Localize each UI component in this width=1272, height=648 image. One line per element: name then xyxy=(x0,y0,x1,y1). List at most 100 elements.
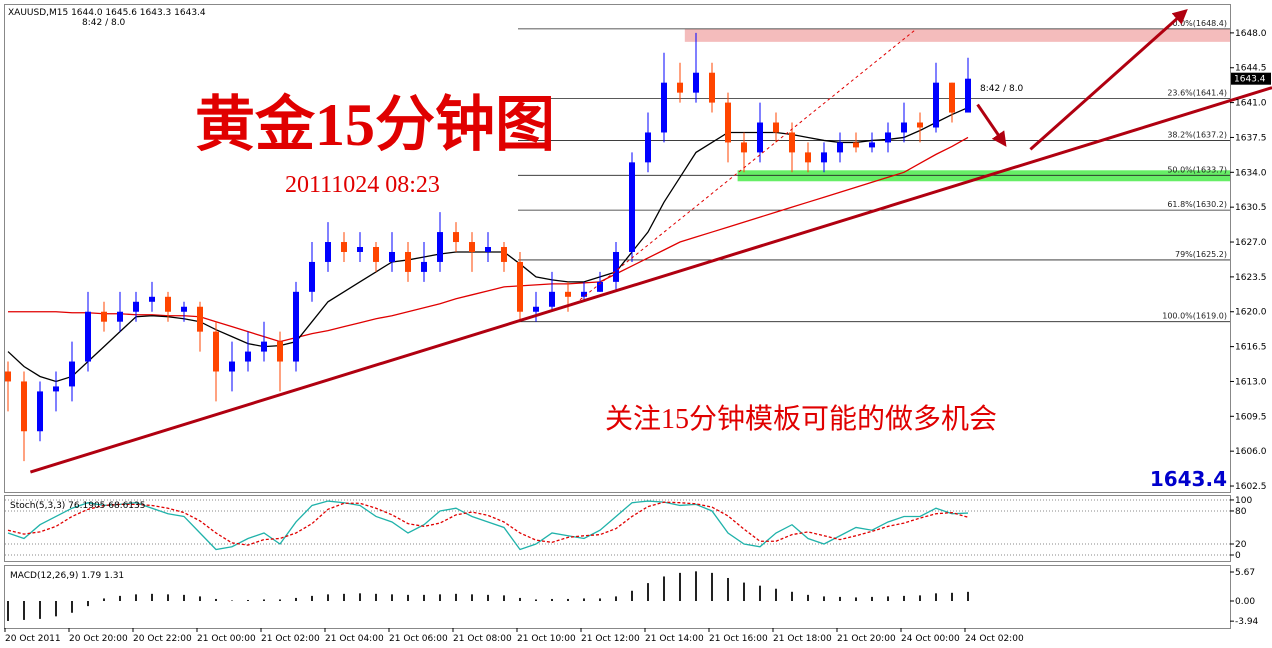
candle-body xyxy=(117,311,123,322)
macd-bar xyxy=(423,594,425,601)
y-tick-label: 1630.5 xyxy=(1235,203,1267,213)
y-tick-label: 1602.5 xyxy=(1235,482,1267,492)
macd-bar xyxy=(743,582,745,601)
candle-body xyxy=(549,291,555,307)
y-tick-label: 100 xyxy=(1235,496,1252,506)
x-tick-label: 21 Oct 14:00 xyxy=(645,634,704,644)
x-tick-label: 21 Oct 00:00 xyxy=(197,634,256,644)
stoch-title: Stoch(5,3,3) 76.1905 68.6135 xyxy=(10,501,145,511)
price-box xyxy=(1231,72,1271,85)
candle-body xyxy=(725,102,731,143)
plot-layer: 0.0%(1648.4) 23.6%(1641.4) 38.2%(1637.2) 50… xyxy=(4,8,1272,644)
y-tick-label: 0.00 xyxy=(1235,597,1255,607)
candle-body xyxy=(5,371,11,382)
macd-bar xyxy=(535,599,537,601)
candle-body xyxy=(885,132,891,143)
fib-label: 61.8%(1630.2) xyxy=(1167,200,1227,209)
candle-body xyxy=(485,247,491,252)
trendline xyxy=(29,86,1272,474)
candle-body xyxy=(757,122,763,153)
candle-body xyxy=(85,311,91,362)
x-tick-label: 21 Oct 02:00 xyxy=(261,634,320,644)
candle-body xyxy=(165,296,171,312)
macd-bar xyxy=(55,601,57,617)
fib-label: 50.0%(1633.7) xyxy=(1167,165,1227,174)
candle-body xyxy=(805,152,811,163)
candle-body xyxy=(533,306,539,312)
macd-bar xyxy=(903,595,905,601)
x-tick-label: 20 Oct 22:00 xyxy=(133,634,192,644)
candle-body xyxy=(245,351,251,362)
candle-body xyxy=(629,162,635,252)
y-tick-label: 1644.5 xyxy=(1235,64,1267,74)
candle-body xyxy=(581,291,587,297)
x-tick-label: 24 Oct 00:00 xyxy=(901,634,960,644)
candle-body xyxy=(229,361,235,372)
macd-bar xyxy=(71,601,73,613)
macd-bar xyxy=(967,591,969,601)
macd-bar xyxy=(807,594,809,601)
candle-body xyxy=(709,72,715,103)
macd-bar xyxy=(855,597,857,601)
candle-body xyxy=(517,261,523,312)
macd-bar xyxy=(231,600,233,601)
candle-body xyxy=(933,82,939,128)
candle-body xyxy=(437,232,443,262)
y-tick-label: 5.67 xyxy=(1235,568,1255,578)
trendline xyxy=(976,103,1007,147)
x-tick-label: 20 Oct 2011 xyxy=(5,634,61,644)
x-tick-label: 24 Oct 02:00 xyxy=(965,634,1024,644)
candle-body xyxy=(677,82,683,93)
fib-label: 23.6%(1641.4) xyxy=(1167,89,1227,98)
macd-bar xyxy=(871,596,873,601)
macd-bar xyxy=(151,593,153,601)
fib-label: 38.2%(1637.2) xyxy=(1167,130,1227,139)
macd-bar xyxy=(375,593,377,601)
candle-body xyxy=(21,381,27,432)
candle-body xyxy=(693,72,699,93)
macd-bar xyxy=(263,599,265,601)
candle-body xyxy=(741,142,747,153)
fib-label: 79%(1625.2) xyxy=(1175,250,1227,259)
candle-body xyxy=(133,301,139,312)
candle-body xyxy=(965,78,971,113)
y-tick-label: 1637.5 xyxy=(1235,133,1267,143)
y-tick-label: 1641.0 xyxy=(1235,99,1267,109)
macd-bar xyxy=(23,601,25,620)
candle-body xyxy=(869,142,875,148)
candle-body xyxy=(37,391,43,432)
macd-bar xyxy=(295,597,297,601)
annotation: 关注15分钟模板可能的做多机会 xyxy=(605,403,997,435)
header-timer: 8:42 / 8.0 xyxy=(82,18,126,28)
macd-bar xyxy=(951,592,953,601)
candle-body xyxy=(501,247,507,262)
chart-title: 黄金15分钟图 xyxy=(195,92,555,158)
header: XAUUSD,M15 1644.0 1645.6 1643.3 1643.4 xyxy=(8,8,206,18)
y-tick-label: 80 xyxy=(1235,507,1247,517)
macd-bar xyxy=(487,594,489,601)
candle-body xyxy=(901,122,907,133)
candle-body xyxy=(949,82,955,113)
candle-body xyxy=(405,251,411,272)
candle-body xyxy=(277,341,283,362)
macd-bar xyxy=(391,594,393,601)
x-tick-label: 21 Oct 20:00 xyxy=(837,634,896,644)
x-tick-label: 21 Oct 16:00 xyxy=(709,634,768,644)
candle-body xyxy=(597,281,603,292)
macd-bar xyxy=(839,596,841,601)
zone xyxy=(684,28,1230,42)
candle-body xyxy=(469,242,475,252)
macd-bar xyxy=(439,594,441,601)
macd-bar xyxy=(183,594,185,601)
macd-bar xyxy=(567,598,569,601)
y-tick-label: 0 xyxy=(1235,551,1241,561)
macd-bar xyxy=(471,594,473,601)
price-box-label: 1643.4 xyxy=(1234,75,1266,85)
x-tick-label: 21 Oct 18:00 xyxy=(773,634,832,644)
macd-bar xyxy=(679,572,681,601)
candle-body xyxy=(565,291,571,297)
macd-bar xyxy=(551,598,553,601)
macd-bar xyxy=(103,598,105,601)
candle-body xyxy=(645,132,651,163)
